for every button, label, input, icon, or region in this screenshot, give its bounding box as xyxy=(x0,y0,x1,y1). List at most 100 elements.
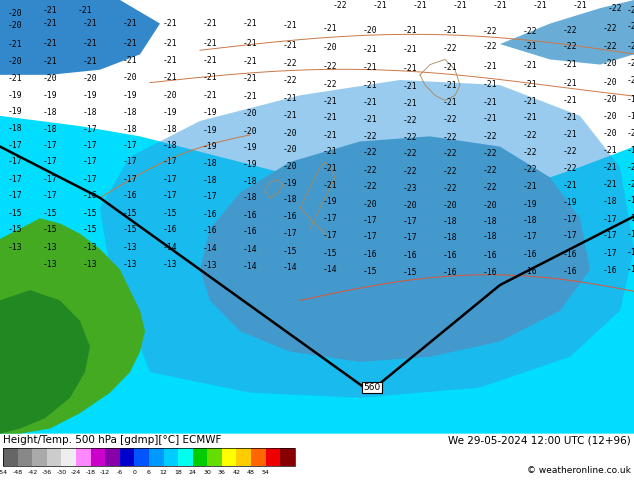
Text: 0: 0 xyxy=(133,470,136,475)
Text: -21: -21 xyxy=(443,63,457,72)
Text: -22: -22 xyxy=(443,44,457,53)
Text: -22: -22 xyxy=(522,165,537,173)
Text: -15: -15 xyxy=(363,267,377,276)
Text: -13: -13 xyxy=(82,243,97,251)
Text: -19: -19 xyxy=(283,179,297,188)
Text: -17: -17 xyxy=(163,191,178,200)
Text: -22: -22 xyxy=(363,148,377,157)
Text: -17: -17 xyxy=(563,231,578,240)
Text: -20: -20 xyxy=(283,162,297,171)
Text: -21: -21 xyxy=(203,19,217,28)
Text: -21: -21 xyxy=(323,97,337,106)
Text: -22: -22 xyxy=(482,166,497,174)
Text: -22: -22 xyxy=(603,42,618,50)
Text: -20: -20 xyxy=(163,91,178,100)
Text: -17: -17 xyxy=(163,175,178,184)
Text: -20: -20 xyxy=(123,74,138,82)
Text: -19: -19 xyxy=(203,126,217,135)
Text: -17: -17 xyxy=(8,175,22,184)
Text: -20: -20 xyxy=(626,59,634,68)
Text: -21: -21 xyxy=(563,96,578,105)
Text: -20: -20 xyxy=(8,57,22,66)
Text: -18: -18 xyxy=(283,196,297,204)
Text: -21: -21 xyxy=(42,39,57,48)
Text: -17: -17 xyxy=(8,141,22,150)
Text: -21: -21 xyxy=(283,41,297,49)
Text: -22: -22 xyxy=(283,59,297,68)
Text: -17: -17 xyxy=(42,175,57,184)
Text: -22: -22 xyxy=(563,164,578,172)
Text: -17: -17 xyxy=(323,214,337,223)
Text: -13: -13 xyxy=(163,260,178,269)
Text: -18: -18 xyxy=(243,177,257,186)
Text: -21: -21 xyxy=(203,39,217,48)
Text: -21: -21 xyxy=(283,94,297,103)
Text: -19: -19 xyxy=(42,91,57,100)
Text: -20: -20 xyxy=(363,199,377,209)
Text: -22: -22 xyxy=(333,0,347,10)
Text: -17: -17 xyxy=(163,157,178,167)
Text: -20: -20 xyxy=(626,76,634,85)
Text: -21: -21 xyxy=(363,63,377,72)
Text: -21: -21 xyxy=(243,57,257,66)
Text: -20: -20 xyxy=(8,9,22,18)
Text: -48: -48 xyxy=(13,470,23,475)
Text: -21: -21 xyxy=(453,0,467,10)
Text: -18: -18 xyxy=(86,470,96,475)
Text: -18: -18 xyxy=(522,216,537,225)
Text: -21: -21 xyxy=(522,182,537,191)
Text: -21: -21 xyxy=(563,130,578,139)
Text: -22: -22 xyxy=(363,166,377,174)
Text: -18: -18 xyxy=(626,196,634,205)
Bar xyxy=(3,448,18,466)
Text: -17: -17 xyxy=(283,229,297,238)
Text: -21: -21 xyxy=(403,99,417,108)
Text: -17: -17 xyxy=(403,233,417,243)
Text: -14: -14 xyxy=(323,265,337,274)
Text: -20: -20 xyxy=(403,200,417,210)
Text: -21: -21 xyxy=(163,39,178,48)
Bar xyxy=(280,448,295,466)
Text: -20: -20 xyxy=(243,109,257,118)
Text: -21: -21 xyxy=(163,19,178,28)
Text: -17: -17 xyxy=(82,175,97,184)
Text: -20: -20 xyxy=(243,127,257,136)
Text: -17: -17 xyxy=(123,141,138,150)
Text: -22: -22 xyxy=(443,116,457,124)
Text: -17: -17 xyxy=(82,157,97,167)
Text: -21: -21 xyxy=(533,0,547,10)
Text: -18: -18 xyxy=(163,141,178,150)
Text: -21: -21 xyxy=(403,26,417,35)
Text: -20: -20 xyxy=(82,74,97,83)
Text: -18: -18 xyxy=(42,108,57,117)
Text: -17: -17 xyxy=(603,231,618,240)
Text: -19: -19 xyxy=(243,143,257,152)
Text: -20: -20 xyxy=(482,200,497,210)
Text: -22: -22 xyxy=(482,183,497,192)
Text: -17: -17 xyxy=(626,214,634,223)
Text: -18: -18 xyxy=(482,232,497,241)
Text: -21: -21 xyxy=(243,39,257,48)
Text: -22: -22 xyxy=(443,149,457,158)
Text: -21: -21 xyxy=(403,64,417,73)
Text: -22: -22 xyxy=(443,167,457,176)
Text: -20: -20 xyxy=(8,21,22,30)
Text: Height/Temp. 500 hPa [gdmp][°C] ECMWF: Height/Temp. 500 hPa [gdmp][°C] ECMWF xyxy=(3,435,221,445)
Text: -16: -16 xyxy=(163,225,178,234)
Text: -21: -21 xyxy=(403,45,417,54)
Text: 30: 30 xyxy=(204,470,211,475)
Text: -19: -19 xyxy=(82,91,97,100)
Text: -17: -17 xyxy=(8,157,22,167)
Text: -19: -19 xyxy=(522,199,537,209)
Text: -20: -20 xyxy=(443,200,457,210)
Text: -19: -19 xyxy=(163,108,178,117)
Text: -18: -18 xyxy=(123,108,138,117)
Text: -21: -21 xyxy=(363,45,377,54)
Text: -17: -17 xyxy=(563,215,578,224)
Text: -21: -21 xyxy=(323,181,337,190)
Text: -19: -19 xyxy=(203,142,217,151)
Text: -22: -22 xyxy=(363,132,377,141)
Text: -21: -21 xyxy=(243,19,257,28)
Text: -21: -21 xyxy=(82,57,97,66)
Text: We 29-05-2024 12:00 UTC (12+96): We 29-05-2024 12:00 UTC (12+96) xyxy=(448,435,631,445)
